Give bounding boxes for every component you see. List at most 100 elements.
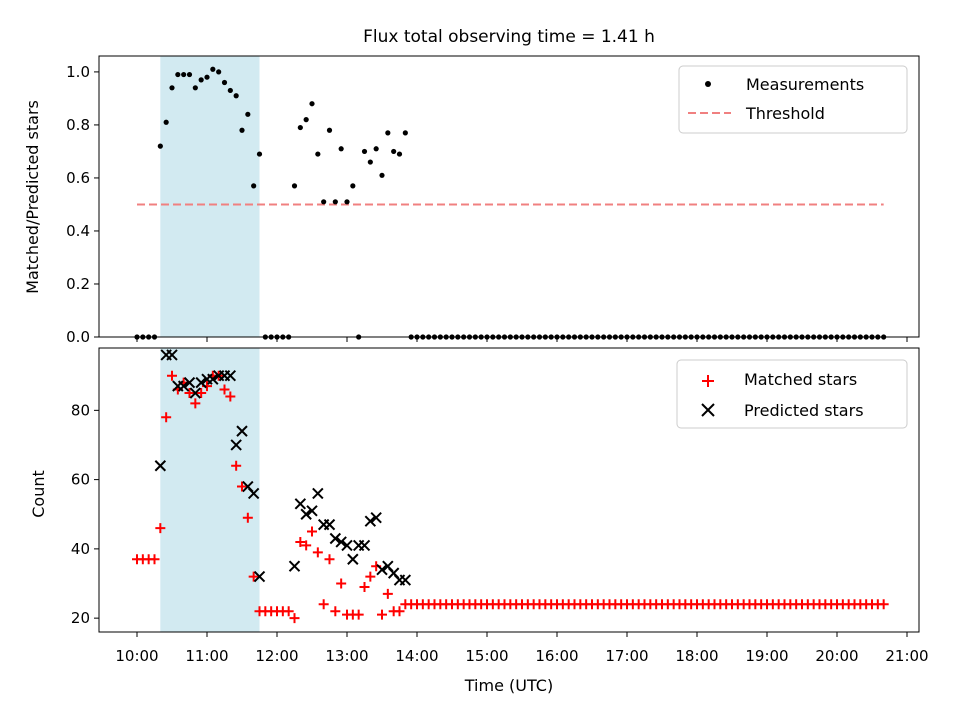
predicted-star-point	[306, 505, 318, 517]
matched-star-point	[324, 554, 335, 565]
measurement-point	[332, 199, 338, 205]
top-panel: 0.0 0.2 0.4 0.6 0.8 1.0 Matched/Predicted sta…	[23, 55, 920, 346]
x-tick-label: 19:00	[745, 647, 788, 665]
predicted-star-point	[323, 518, 336, 531]
matched-star-point	[190, 398, 201, 409]
predicted-star-point	[183, 376, 196, 389]
top-plot-frame	[98, 55, 920, 338]
predicted-star-point	[335, 536, 347, 548]
predicted-star-point	[364, 515, 377, 527]
measurement-point	[186, 71, 193, 78]
predicted-star-point	[189, 387, 202, 399]
predicted-star-point	[376, 563, 388, 576]
y-tick-label: 60	[71, 471, 90, 489]
x-tick-label: 16:00	[535, 647, 578, 665]
predicted-star-point	[358, 539, 371, 552]
y-tick-label: 20	[71, 609, 90, 627]
predicted-star-point	[312, 487, 324, 500]
measurement-point	[204, 74, 210, 80]
measurement-point	[181, 71, 187, 78]
predicted-star-point	[288, 560, 301, 572]
predicted-star-point	[253, 570, 266, 583]
matched-star-point	[394, 606, 405, 617]
measurement-point	[379, 172, 385, 178]
measurement-point	[227, 87, 233, 94]
legend-predicted-marker	[701, 403, 715, 417]
x-tick-label: 13:00	[325, 647, 368, 665]
x-tick-label: 12:00	[255, 647, 298, 665]
measurement-point	[338, 146, 344, 152]
matched-star-point	[225, 391, 236, 402]
measurement-point	[221, 79, 228, 86]
predicted-star-point	[399, 574, 412, 586]
legend-measurements-label: Measurements	[746, 75, 864, 94]
matched-star-point	[295, 536, 306, 547]
measurement-point	[198, 77, 204, 83]
matched-star-point	[301, 540, 312, 551]
measurement-point	[385, 130, 391, 136]
y-tick-label: 0.4	[66, 222, 90, 240]
matched-star-point	[149, 554, 160, 565]
measurement-point	[256, 151, 263, 157]
matched-star-point	[161, 412, 172, 423]
y-tick-label: 0.6	[66, 169, 90, 187]
matched-star-point	[359, 581, 370, 592]
measurement-point	[367, 159, 373, 165]
x-tick-label: 20:00	[815, 647, 858, 665]
matched-star-point	[167, 370, 177, 381]
measurement-point	[251, 183, 257, 189]
matched-star-point	[242, 512, 253, 523]
x-tick-label: 21:00	[885, 647, 928, 665]
x-tick-label: 11:00	[185, 647, 228, 665]
matched-star-point	[318, 599, 329, 610]
bottom-legend: Matched stars Predicted stars	[676, 359, 908, 429]
predicted-stars-points	[154, 349, 412, 586]
y-tick-label: 0.0	[66, 328, 90, 346]
measurement-point	[373, 146, 379, 152]
predicted-star-point	[230, 439, 242, 451]
measurement-point	[315, 151, 321, 157]
predicted-star-point	[247, 487, 260, 500]
measurement-point	[157, 143, 163, 149]
legend-threshold-label: Threshold	[745, 104, 825, 123]
measurement-point	[216, 69, 222, 75]
legend-measurements-marker	[705, 81, 711, 87]
matched-stars-points	[132, 370, 889, 624]
matched-star-point	[155, 523, 166, 534]
measurement-point	[350, 183, 356, 189]
measurement-point	[402, 130, 408, 136]
top-y-axis-label: Matched/Predicted stars	[23, 100, 42, 294]
top-legend-box	[678, 65, 908, 134]
y-tick-label: 1.0	[66, 63, 90, 81]
measurement-point	[210, 66, 216, 72]
bottom-legend-box	[676, 359, 908, 429]
matched-star-point	[330, 606, 341, 617]
matched-star-point	[878, 599, 889, 610]
measurement-point	[361, 148, 368, 155]
predicted-star-point	[329, 532, 342, 545]
measurement-point	[233, 93, 239, 99]
predicted-star-point	[224, 369, 237, 382]
top-legend: Measurements Threshold	[678, 65, 908, 134]
matched-star-point	[283, 606, 294, 617]
matched-star-point	[237, 481, 247, 492]
measurement-point	[344, 199, 350, 205]
measurement-point	[192, 85, 198, 91]
measurement-point	[163, 119, 169, 125]
legend-matched-label: Matched stars	[744, 370, 857, 389]
top-shaded-region	[160, 56, 260, 337]
bottom-y-axis: 20 40 60 80	[71, 401, 99, 627]
matched-star-point	[336, 578, 347, 589]
predicted-star-point	[154, 460, 167, 472]
chart-title: Flux total observing time = 1.41 h	[363, 27, 655, 47]
measurement-point	[239, 127, 245, 133]
bottom-y-axis-label: Count	[29, 470, 48, 518]
matched-star-point	[184, 388, 195, 399]
y-tick-label: 0.2	[66, 275, 90, 293]
measurement-point	[291, 183, 298, 189]
bottom-x-axis: 10:00 11:00 12:00 13:00 14:00 15:00 16:00 17:00…	[115, 632, 929, 665]
predicted-star-point	[341, 539, 353, 552]
x-axis-label: Time (UTC)	[464, 676, 553, 695]
matched-star-point	[382, 588, 393, 599]
